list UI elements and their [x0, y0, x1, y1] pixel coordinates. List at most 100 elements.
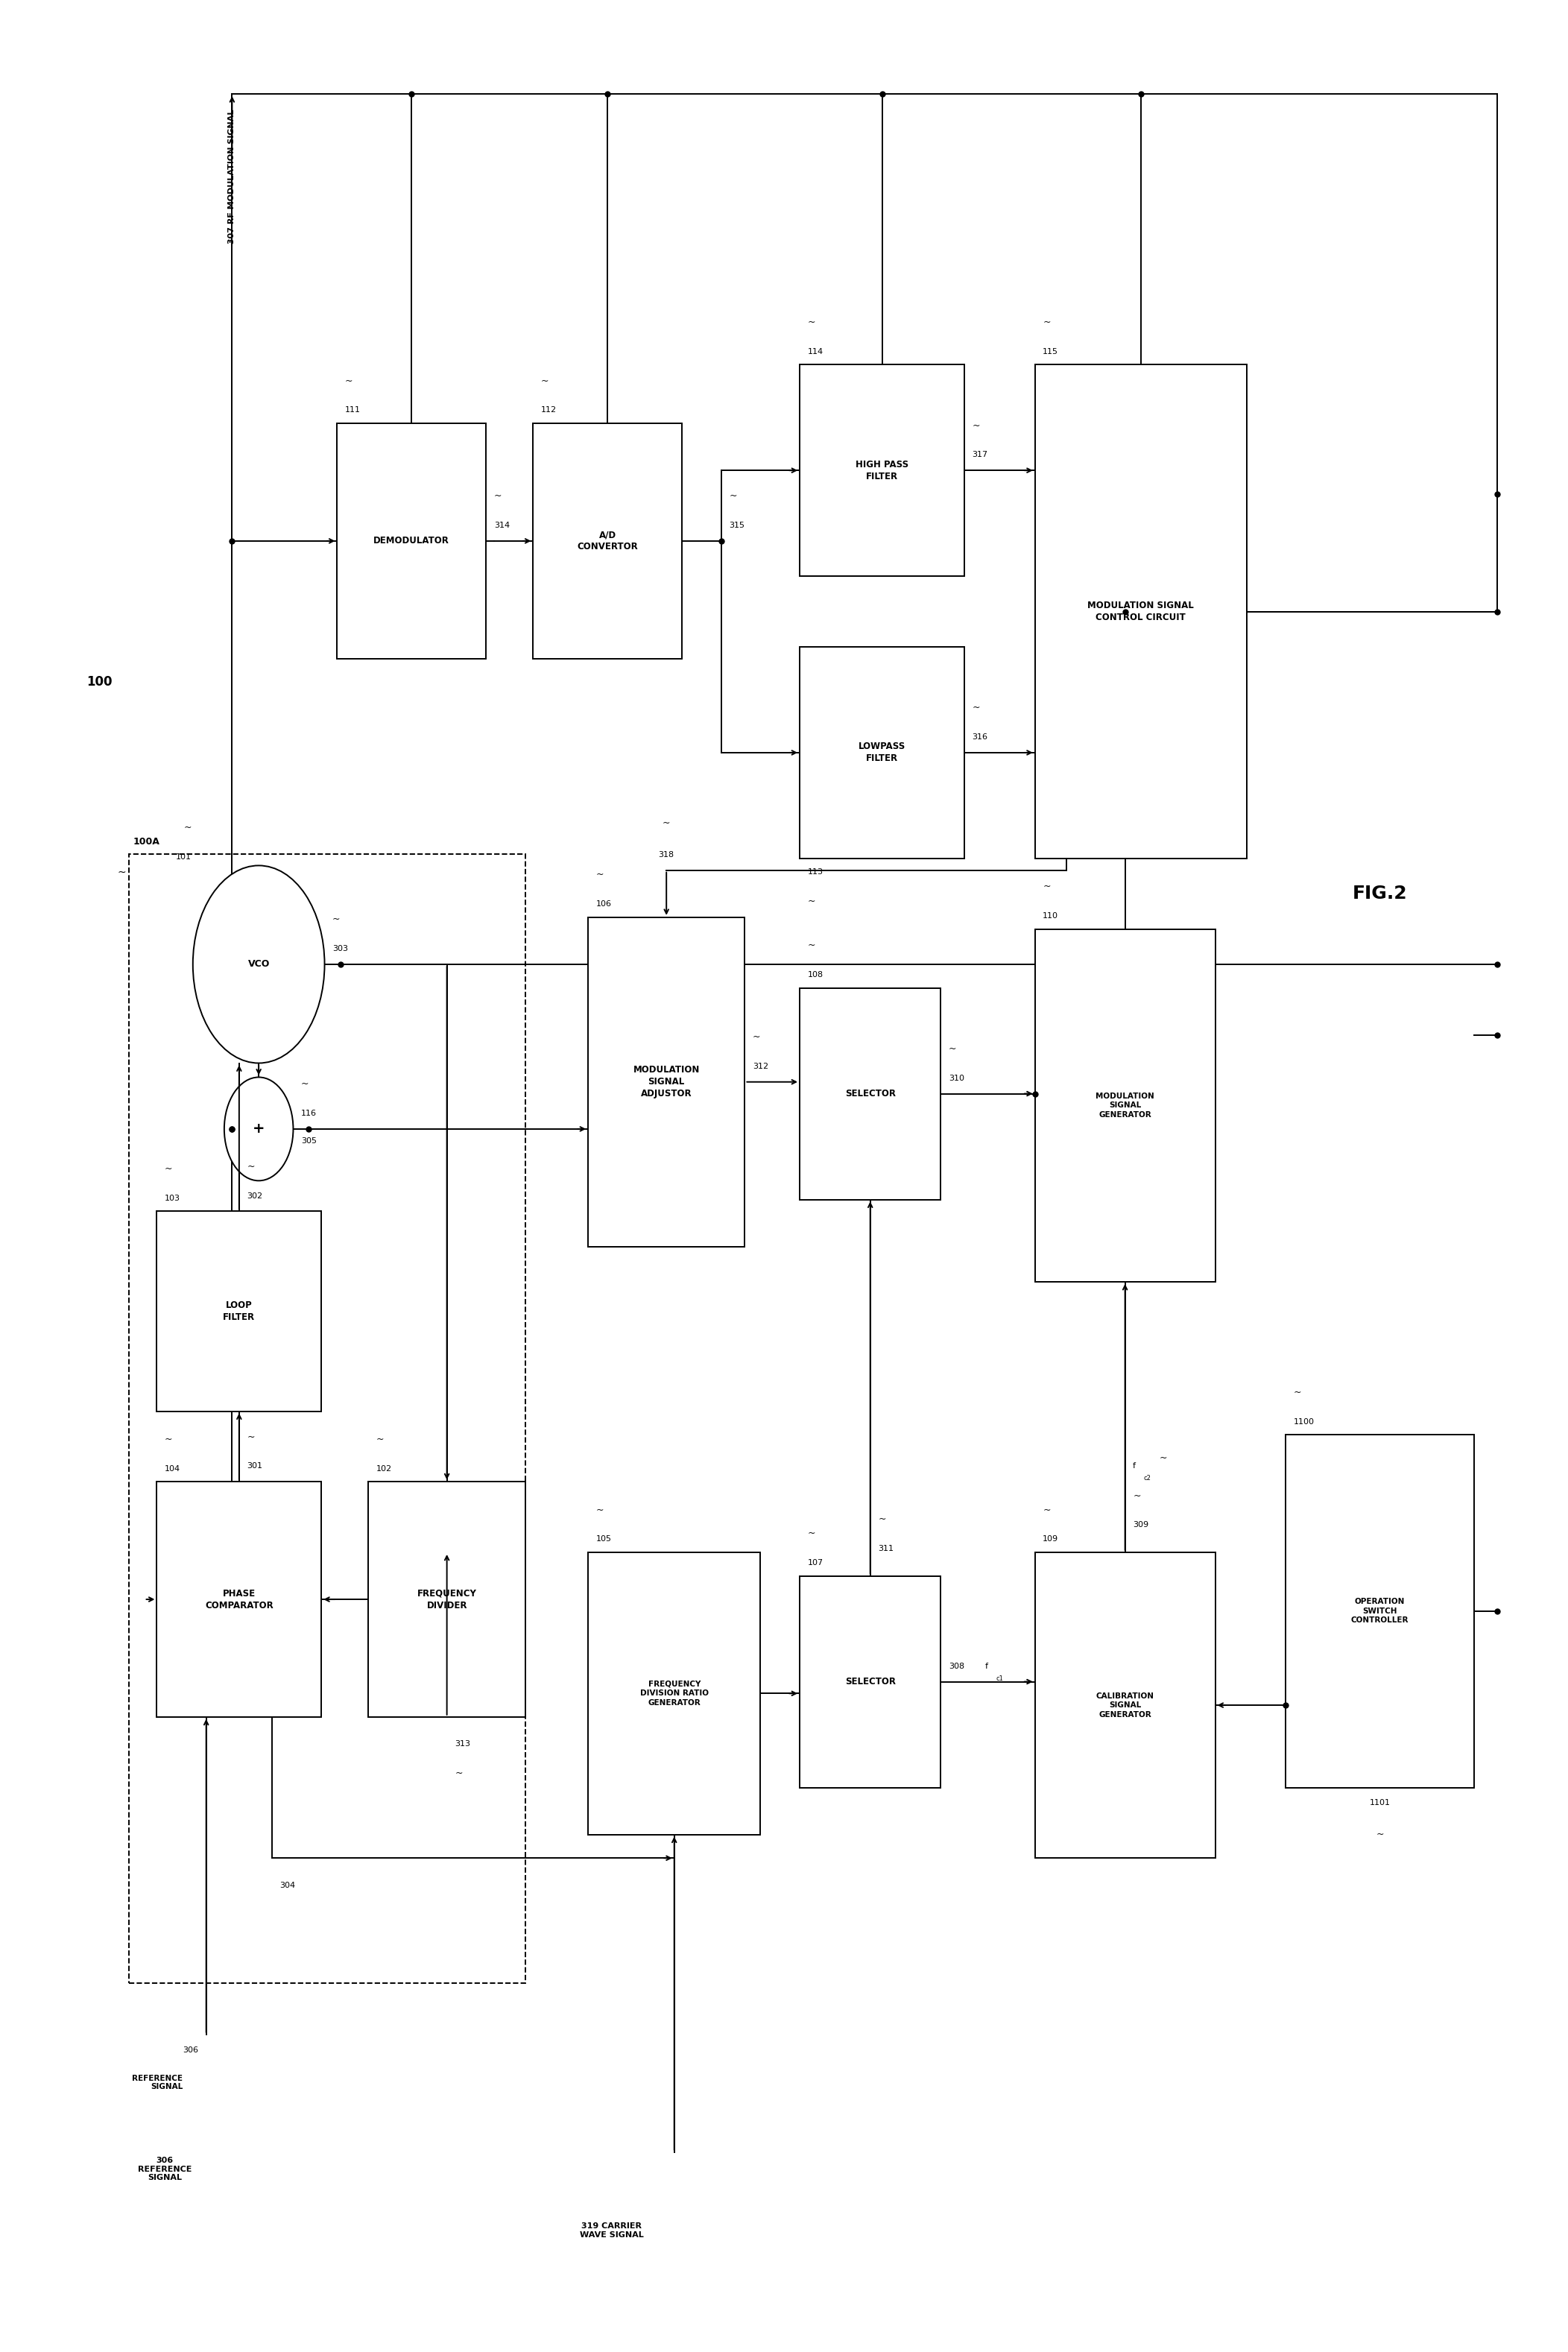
Text: ~: ~: [183, 823, 191, 833]
Text: ~: ~: [165, 1435, 172, 1444]
Text: 307 RF MODULATION SIGNAL: 307 RF MODULATION SIGNAL: [229, 108, 235, 245]
FancyBboxPatch shape: [1035, 1552, 1215, 1858]
Text: ~: ~: [1377, 1830, 1383, 1839]
Text: MODULATION SIGNAL
CONTROL CIRCUIT: MODULATION SIGNAL CONTROL CIRCUIT: [1088, 600, 1193, 623]
Text: ~: ~: [494, 492, 502, 501]
Text: ~: ~: [972, 421, 980, 430]
Circle shape: [224, 1077, 293, 1181]
Text: ~: ~: [455, 1769, 463, 1778]
Text: 308: 308: [949, 1663, 964, 1670]
Text: ~: ~: [1160, 1454, 1167, 1463]
Text: 114: 114: [808, 348, 823, 355]
FancyBboxPatch shape: [800, 647, 964, 858]
Text: ~: ~: [248, 1162, 254, 1171]
Text: ~: ~: [1043, 318, 1051, 327]
FancyBboxPatch shape: [157, 1211, 321, 1411]
Text: 313: 313: [455, 1740, 470, 1748]
Circle shape: [193, 866, 325, 1063]
Text: c2: c2: [1145, 1475, 1151, 1482]
Text: ~: ~: [248, 1432, 254, 1442]
Text: ~: ~: [663, 818, 670, 828]
Text: 112: 112: [541, 407, 557, 414]
Text: ~: ~: [118, 868, 127, 877]
Text: ~: ~: [753, 1033, 760, 1042]
Text: ~: ~: [949, 1044, 956, 1054]
Text: 106: 106: [596, 901, 612, 908]
FancyBboxPatch shape: [800, 1576, 941, 1788]
Text: 303: 303: [332, 946, 348, 953]
Text: 312: 312: [753, 1063, 768, 1070]
Text: ~: ~: [596, 1505, 604, 1515]
Text: MODULATION
SIGNAL
ADJUSTOR: MODULATION SIGNAL ADJUSTOR: [633, 1065, 699, 1098]
Text: DEMODULATOR: DEMODULATOR: [373, 536, 450, 546]
Text: f: f: [1132, 1463, 1135, 1470]
Text: 104: 104: [165, 1465, 180, 1472]
Text: ~: ~: [1043, 1505, 1051, 1515]
FancyBboxPatch shape: [800, 365, 964, 576]
Text: 111: 111: [345, 407, 361, 414]
Text: 102: 102: [376, 1465, 392, 1472]
Text: 314: 314: [494, 522, 510, 529]
Text: PHASE
COMPARATOR: PHASE COMPARATOR: [205, 1588, 273, 1611]
Text: 305: 305: [301, 1136, 317, 1145]
Text: ~: ~: [301, 1080, 309, 1089]
FancyBboxPatch shape: [588, 1552, 760, 1835]
Text: ~: ~: [878, 1515, 886, 1524]
FancyBboxPatch shape: [157, 1482, 321, 1717]
Text: 301: 301: [248, 1463, 262, 1470]
Text: ~: ~: [165, 1164, 172, 1174]
Text: ~: ~: [541, 376, 549, 386]
Text: MODULATION
SIGNAL
GENERATOR: MODULATION SIGNAL GENERATOR: [1096, 1091, 1154, 1120]
FancyBboxPatch shape: [1286, 1435, 1474, 1788]
Text: 309: 309: [1132, 1522, 1149, 1529]
Text: A/D
CONVERTOR: A/D CONVERTOR: [577, 529, 638, 553]
Text: ~: ~: [345, 376, 353, 386]
Text: ~: ~: [808, 896, 815, 906]
FancyBboxPatch shape: [800, 988, 941, 1200]
Text: f: f: [985, 1663, 988, 1670]
Text: 304: 304: [279, 1882, 296, 1889]
FancyBboxPatch shape: [368, 1482, 525, 1717]
Text: 315: 315: [729, 522, 745, 529]
Text: HIGH PASS
FILTER: HIGH PASS FILTER: [856, 459, 908, 482]
Text: +: +: [252, 1122, 265, 1136]
Text: ~: ~: [332, 915, 340, 924]
Text: LOWPASS
FILTER: LOWPASS FILTER: [858, 741, 906, 764]
Text: SELECTOR: SELECTOR: [845, 1677, 895, 1686]
Text: 1101: 1101: [1369, 1799, 1391, 1806]
Text: REFERENCE
SIGNAL: REFERENCE SIGNAL: [132, 2074, 182, 2091]
Text: 110: 110: [1043, 913, 1058, 920]
Text: 100A: 100A: [133, 837, 160, 847]
Text: 1100: 1100: [1294, 1418, 1314, 1425]
FancyBboxPatch shape: [337, 423, 486, 659]
Text: ~: ~: [596, 870, 604, 880]
Text: 319 CARRIER
WAVE SIGNAL: 319 CARRIER WAVE SIGNAL: [580, 2223, 643, 2239]
Text: 316: 316: [972, 734, 988, 741]
Text: 100: 100: [86, 675, 111, 689]
Text: c1: c1: [996, 1675, 1004, 1682]
Text: ~: ~: [1294, 1388, 1301, 1397]
Text: ~: ~: [808, 1529, 815, 1538]
Text: 115: 115: [1043, 348, 1058, 355]
Text: 105: 105: [596, 1536, 612, 1543]
Text: 310: 310: [949, 1075, 964, 1082]
FancyBboxPatch shape: [1035, 365, 1247, 858]
Text: ~: ~: [729, 492, 737, 501]
Text: ~: ~: [376, 1435, 384, 1444]
Text: 108: 108: [808, 971, 823, 978]
Text: ~: ~: [972, 703, 980, 713]
Text: SELECTOR: SELECTOR: [845, 1089, 895, 1098]
Text: ~: ~: [1043, 882, 1051, 891]
Text: LOOP
FILTER: LOOP FILTER: [223, 1301, 256, 1322]
Text: 302: 302: [248, 1192, 263, 1200]
Text: 103: 103: [165, 1195, 180, 1202]
Text: ~: ~: [808, 318, 815, 327]
Text: 311: 311: [878, 1545, 894, 1552]
Text: 318: 318: [659, 851, 674, 858]
Text: 109: 109: [1043, 1536, 1058, 1543]
FancyBboxPatch shape: [588, 917, 745, 1247]
FancyBboxPatch shape: [1035, 929, 1215, 1282]
Text: FREQUENCY
DIVISION RATIO
GENERATOR: FREQUENCY DIVISION RATIO GENERATOR: [640, 1679, 709, 1708]
Text: 113: 113: [808, 868, 823, 875]
Text: FIG.2: FIG.2: [1353, 884, 1406, 903]
